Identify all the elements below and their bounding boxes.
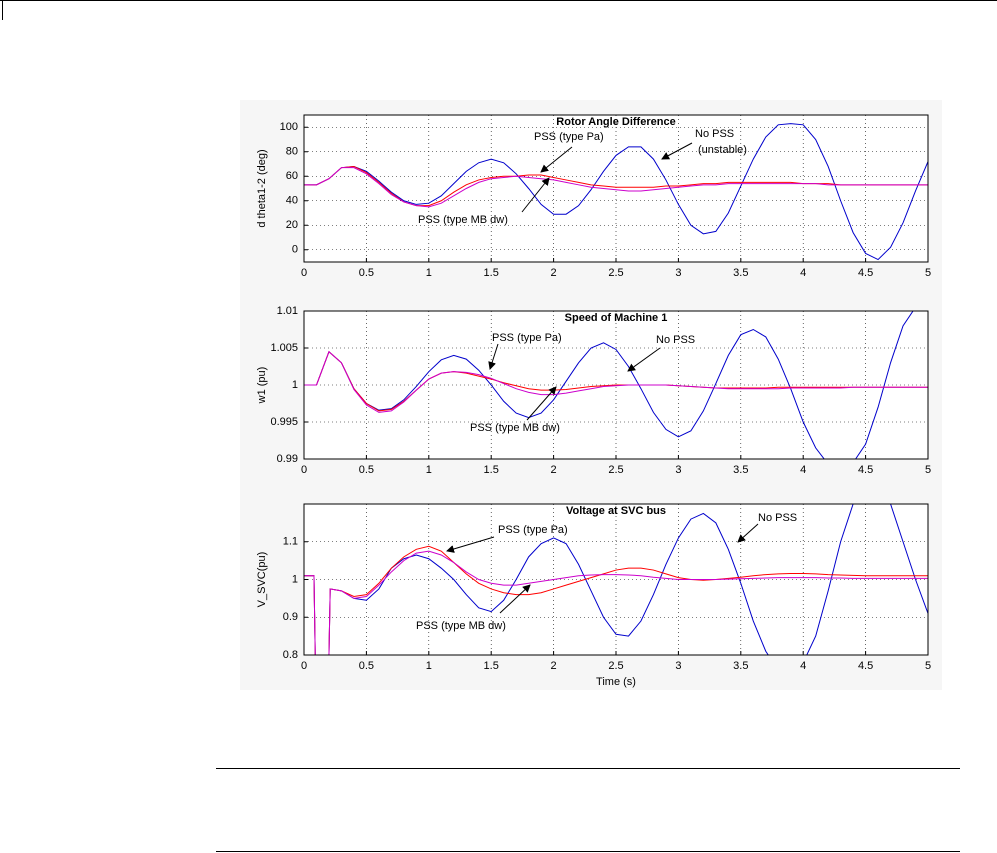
x-tick-label: 0.5	[359, 464, 374, 476]
annotation: PSS (type Pa)	[534, 131, 604, 143]
x-tick-label: 1	[426, 267, 432, 279]
x-tick-label: 2.5	[608, 267, 623, 279]
y-tick-label: 100	[280, 121, 298, 133]
x-tick-label: 4	[800, 464, 806, 476]
annotation: PSS (type MB dw)	[416, 620, 506, 632]
axes-box	[303, 503, 929, 656]
annotation-arrow	[627, 347, 661, 372]
x-tick-label: 2.5	[608, 660, 623, 672]
annotation: No PSS	[695, 128, 734, 140]
y-axis-label: w1 (pu)	[256, 367, 268, 405]
x-tick-label: 2.5	[608, 464, 623, 476]
x-tick-label: 5	[925, 464, 931, 476]
x-axis-label: Time (s)	[596, 676, 636, 688]
y-tick-label: 40	[286, 195, 298, 207]
series-line	[304, 504, 928, 655]
x-tick-label: 1.5	[484, 660, 499, 672]
y-tick-label: 80	[286, 146, 298, 158]
annotation-arrow	[540, 146, 573, 173]
annotation: PSS (type Pa)	[492, 332, 562, 344]
x-tick-label: 5	[925, 660, 931, 672]
x-tick-label: 1	[426, 464, 432, 476]
x-tick-label: 1.5	[484, 464, 499, 476]
x-tick-label: 0	[301, 660, 307, 672]
y-tick-label: 60	[286, 170, 298, 182]
y-tick-label: 1.01	[277, 305, 298, 317]
axes-box	[303, 114, 929, 263]
x-tick-label: 1.5	[484, 267, 499, 279]
y-tick-label: 0.9	[283, 611, 298, 623]
annotation: (unstable)	[698, 144, 747, 156]
annotation-arrow	[446, 536, 495, 553]
y-tick-label: 0	[292, 244, 298, 256]
annotation-arrow	[661, 142, 693, 160]
series-line	[304, 350, 928, 413]
x-tick-label: 0.5	[359, 660, 374, 672]
y-axis-label: V_SVC(pu)	[256, 552, 268, 608]
annotation: PSS (type Pa)	[498, 524, 568, 536]
y-tick-label: 1	[292, 379, 298, 391]
chart-title: Speed of Machine 1	[565, 312, 668, 324]
y-tick-label: 1	[292, 573, 298, 585]
y-axis-label: d theta1-2 (deg)	[256, 149, 268, 227]
y-tick-label: 0.99	[277, 453, 298, 465]
y-tick-label: 1.1	[283, 536, 298, 548]
plot-lines	[304, 504, 928, 655]
x-tick-label: 2	[551, 267, 557, 279]
series-line	[304, 123, 928, 261]
annotation-arrow	[526, 386, 557, 421]
x-tick-label: 4.5	[858, 267, 873, 279]
x-tick-label: 0.5	[359, 267, 374, 279]
series-line	[304, 167, 928, 208]
plot-lines	[304, 123, 928, 261]
x-tick-label: 2	[551, 660, 557, 672]
x-tick-label: 3.5	[733, 660, 748, 672]
annotation: PSS (type MB dw)	[470, 422, 560, 434]
annotation: No PSS	[656, 334, 695, 346]
annotation-arrow	[499, 584, 531, 614]
chart-title: Voltage at SVC bus	[566, 505, 666, 517]
annotation-arrow	[488, 343, 499, 370]
x-tick-label: 1	[426, 660, 432, 672]
x-tick-label: 4.5	[858, 464, 873, 476]
annotation: No PSS	[758, 512, 797, 524]
annotation: PSS (type MB dw)	[418, 214, 508, 226]
x-tick-label: 3	[675, 660, 681, 672]
x-tick-label: 4	[800, 660, 806, 672]
y-tick-label: 0.8	[283, 649, 298, 661]
annotation-arrow	[521, 177, 550, 213]
x-tick-label: 3.5	[733, 464, 748, 476]
x-tick-label: 0	[301, 464, 307, 476]
x-tick-label: 4	[800, 267, 806, 279]
y-tick-label: 1.005	[270, 342, 298, 354]
annotation-arrow	[737, 523, 759, 543]
series-line	[304, 550, 928, 655]
y-tick-label: 20	[286, 219, 298, 231]
x-tick-label: 0	[301, 267, 307, 279]
chart-title: Rotor Angle Difference	[556, 116, 675, 128]
y-tick-label: 0.995	[270, 416, 298, 428]
x-tick-label: 3	[675, 267, 681, 279]
x-tick-label: 3	[675, 464, 681, 476]
x-tick-label: 4.5	[858, 660, 873, 672]
x-tick-label: 3.5	[733, 267, 748, 279]
axes-box	[303, 310, 929, 460]
x-tick-label: 2	[551, 464, 557, 476]
series-line	[304, 545, 928, 655]
x-tick-label: 5	[925, 267, 931, 279]
